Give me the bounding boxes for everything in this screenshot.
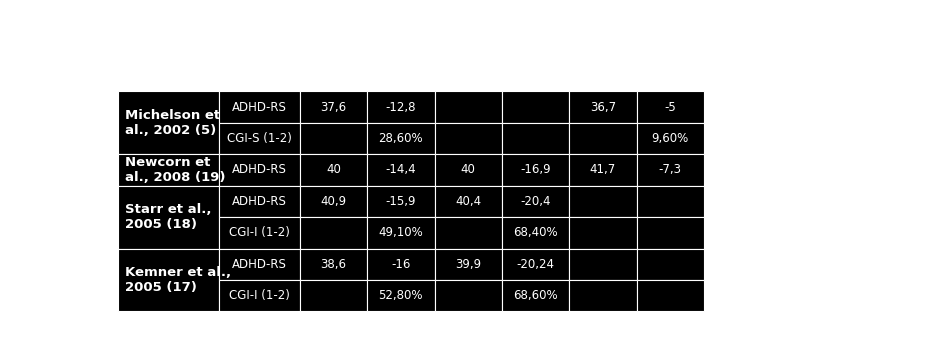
Text: ADHD-RS: ADHD-RS (232, 258, 287, 271)
Text: CGI-S (1-2): CGI-S (1-2) (227, 132, 292, 145)
Bar (434, 186, 501, 217)
Bar (366, 91, 434, 123)
Text: ADHD-RS: ADHD-RS (232, 195, 287, 208)
Bar (118, 186, 219, 249)
Bar (219, 91, 299, 123)
Text: -20,24: -20,24 (516, 258, 554, 271)
Bar (219, 280, 299, 311)
Text: 36,7: 36,7 (589, 101, 615, 114)
Text: 40: 40 (461, 163, 475, 176)
Bar (219, 123, 299, 154)
Text: Starr et al.,
2005 (18): Starr et al., 2005 (18) (126, 203, 211, 231)
Bar (299, 217, 366, 249)
Bar (299, 91, 366, 123)
Bar (118, 249, 219, 311)
Bar (366, 123, 434, 154)
Text: CGI-I (1-2): CGI-I (1-2) (228, 289, 290, 302)
Bar (636, 154, 703, 186)
Text: 52,80%: 52,80% (379, 289, 423, 302)
Bar (299, 249, 366, 280)
Bar (636, 123, 703, 154)
Bar (568, 217, 636, 249)
Bar (434, 91, 501, 123)
Bar (434, 123, 501, 154)
Text: -14,4: -14,4 (385, 163, 415, 176)
Bar (501, 154, 568, 186)
Text: 49,10%: 49,10% (378, 226, 423, 239)
Bar (501, 186, 568, 217)
Bar (636, 249, 703, 280)
Bar (366, 249, 434, 280)
Bar (636, 186, 703, 217)
Text: ADHD-RS: ADHD-RS (232, 163, 287, 176)
Bar (501, 280, 568, 311)
Bar (219, 186, 299, 217)
Bar (568, 280, 636, 311)
Text: -12,8: -12,8 (385, 101, 415, 114)
Bar (501, 217, 568, 249)
Bar (118, 154, 219, 186)
Text: 38,6: 38,6 (320, 258, 346, 271)
Text: ADHD-RS: ADHD-RS (232, 101, 287, 114)
Text: 39,9: 39,9 (455, 258, 480, 271)
Bar (366, 186, 434, 217)
Text: 40,4: 40,4 (455, 195, 480, 208)
Bar (501, 91, 568, 123)
Bar (434, 154, 501, 186)
Text: 68,40%: 68,40% (513, 226, 557, 239)
Bar (636, 280, 703, 311)
Text: -5: -5 (664, 101, 676, 114)
Bar (568, 123, 636, 154)
Bar (568, 91, 636, 123)
Bar (366, 280, 434, 311)
Text: 41,7: 41,7 (589, 163, 615, 176)
Text: -7,3: -7,3 (658, 163, 682, 176)
Text: -16: -16 (391, 258, 410, 271)
Text: 40: 40 (326, 163, 341, 176)
Bar (434, 280, 501, 311)
Bar (299, 123, 366, 154)
Text: -15,9: -15,9 (385, 195, 415, 208)
Bar (501, 249, 568, 280)
Bar (501, 123, 568, 154)
Bar (219, 217, 299, 249)
Bar (636, 91, 703, 123)
Text: 9,60%: 9,60% (651, 132, 688, 145)
Text: CGI-I (1-2): CGI-I (1-2) (228, 226, 290, 239)
Bar (568, 154, 636, 186)
Bar (299, 186, 366, 217)
Bar (366, 217, 434, 249)
Bar (219, 154, 299, 186)
Bar (568, 186, 636, 217)
Text: 68,60%: 68,60% (513, 289, 557, 302)
Bar (219, 249, 299, 280)
Text: 37,6: 37,6 (320, 101, 346, 114)
Text: 40,9: 40,9 (320, 195, 346, 208)
Bar (434, 249, 501, 280)
Bar (568, 249, 636, 280)
Text: Kemner et al.,
2005 (17): Kemner et al., 2005 (17) (126, 266, 231, 294)
Text: -16,9: -16,9 (520, 163, 550, 176)
Bar (434, 217, 501, 249)
Bar (299, 280, 366, 311)
Bar (118, 91, 219, 154)
Text: Newcorn et
al., 2008 (19): Newcorn et al., 2008 (19) (126, 156, 226, 184)
Bar (636, 217, 703, 249)
Text: -20,4: -20,4 (520, 195, 550, 208)
Bar (366, 154, 434, 186)
Text: 28,60%: 28,60% (379, 132, 423, 145)
Text: Michelson et
al., 2002 (5): Michelson et al., 2002 (5) (126, 109, 220, 137)
Bar (299, 154, 366, 186)
